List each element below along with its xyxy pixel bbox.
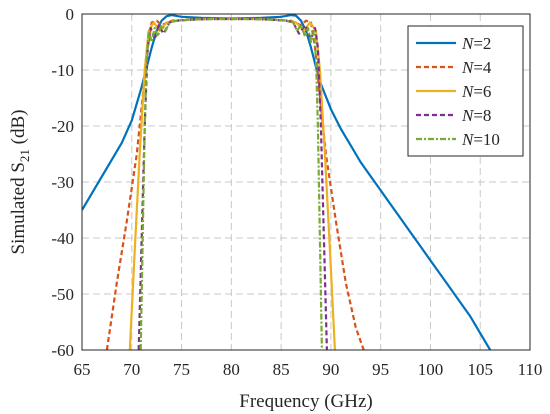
legend-entry-label: N=10 (461, 130, 500, 149)
x-tick-label: 85 (273, 360, 290, 379)
x-tick-label: 80 (223, 360, 240, 379)
x-tick-label: 95 (372, 360, 389, 379)
legend-entry-value: =8 (473, 106, 491, 125)
legend-entry-variable: N (461, 82, 475, 101)
y-axis-label-main: Simulated S (8, 162, 29, 254)
legend-entry-variable: N (461, 106, 475, 125)
series-line-n6 (128, 17, 336, 350)
legend-entry-variable: N (461, 130, 475, 149)
legend-entry-value: =4 (473, 58, 492, 77)
y-tick-label: 0 (66, 5, 75, 24)
legend-entry-label: N=4 (461, 58, 492, 77)
legend-entry-value: =10 (473, 130, 500, 149)
legend-entry-value: =2 (473, 34, 491, 53)
x-tick-label: 75 (173, 360, 190, 379)
x-tick-label: 100 (418, 360, 444, 379)
x-tick-label: 70 (123, 360, 140, 379)
x-tick-label: 105 (467, 360, 493, 379)
plot-frame (81, 13, 531, 351)
series-layer (82, 14, 492, 350)
legend-entry-label: N=2 (461, 34, 491, 53)
series-line-n10 (139, 17, 323, 350)
legend-entry-variable: N (461, 58, 475, 77)
legend-entry-label: N=8 (461, 106, 491, 125)
y-tick-label: -60 (51, 341, 74, 360)
legend: N=2N=4N=6N=8N=10 (407, 25, 524, 157)
y-axis-label: Simulated S21 (dB) (8, 110, 32, 255)
y-tick-label: -20 (51, 117, 74, 136)
y-tick-label: -30 (51, 173, 74, 192)
x-tick-label: 110 (518, 360, 543, 379)
y-tick-label: -10 (51, 61, 74, 80)
x-tick-labels: 65 70 75 80 85 90 95 100 105 110 (74, 360, 543, 379)
y-axis-label-subscript: 21 (17, 149, 32, 162)
y-axis-label-unit: (dB) (8, 110, 29, 150)
y-tick-label: -50 (51, 285, 74, 304)
y-tick-label: -40 (51, 229, 74, 248)
legend-entry-label: N=6 (461, 82, 491, 101)
x-tick-label: 65 (74, 360, 91, 379)
x-axis-label: Frequency (GHz) (239, 391, 372, 412)
legend-entry-variable: N (461, 34, 475, 53)
series-line-n8 (137, 17, 328, 350)
legend-entry-value: =6 (473, 82, 491, 101)
x-tick-label: 90 (322, 360, 339, 379)
y-tick-labels: 0 -10 -20 -30 -40 -50 -60 (51, 5, 74, 360)
